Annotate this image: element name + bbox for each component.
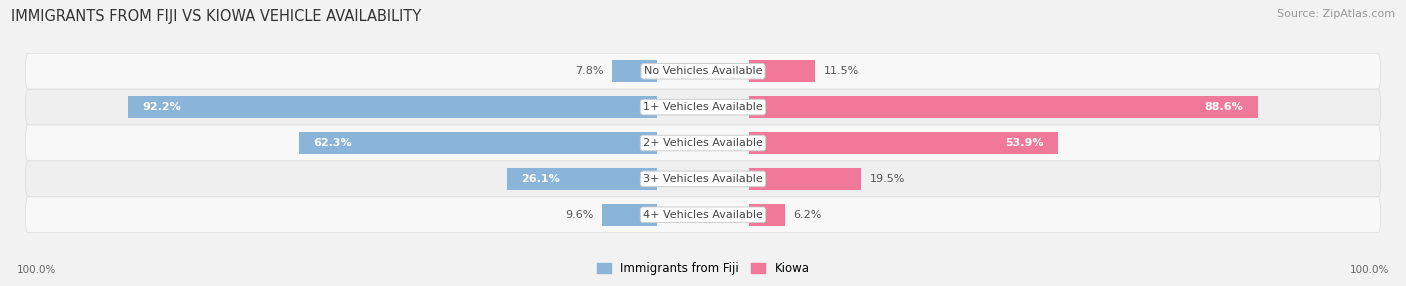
FancyBboxPatch shape [25, 197, 1381, 233]
Text: 88.6%: 88.6% [1205, 102, 1243, 112]
Bar [749, 132, 1059, 154]
Text: 9.6%: 9.6% [565, 210, 593, 220]
Text: 53.9%: 53.9% [1005, 138, 1045, 148]
Bar [749, 60, 815, 82]
Text: IMMIGRANTS FROM FIJI VS KIOWA VEHICLE AVAILABILITY: IMMIGRANTS FROM FIJI VS KIOWA VEHICLE AV… [11, 9, 422, 23]
Text: 62.3%: 62.3% [314, 138, 353, 148]
Bar [749, 96, 1257, 118]
Bar [612, 60, 657, 82]
Text: 4+ Vehicles Available: 4+ Vehicles Available [643, 210, 763, 220]
Text: 1+ Vehicles Available: 1+ Vehicles Available [643, 102, 763, 112]
Legend: Immigrants from Fiji, Kiowa: Immigrants from Fiji, Kiowa [592, 258, 814, 280]
Text: 26.1%: 26.1% [522, 174, 561, 184]
Text: 92.2%: 92.2% [142, 102, 181, 112]
FancyBboxPatch shape [25, 53, 1381, 89]
Bar [128, 96, 657, 118]
Bar [299, 132, 657, 154]
Text: 6.2%: 6.2% [793, 210, 821, 220]
Text: Source: ZipAtlas.com: Source: ZipAtlas.com [1277, 9, 1395, 19]
FancyBboxPatch shape [25, 125, 1381, 161]
Text: 2+ Vehicles Available: 2+ Vehicles Available [643, 138, 763, 148]
Text: 3+ Vehicles Available: 3+ Vehicles Available [643, 174, 763, 184]
Bar [602, 204, 657, 226]
Text: 7.8%: 7.8% [575, 66, 603, 76]
Text: 11.5%: 11.5% [824, 66, 859, 76]
FancyBboxPatch shape [25, 161, 1381, 197]
Text: No Vehicles Available: No Vehicles Available [644, 66, 762, 76]
Bar [749, 168, 860, 190]
Text: 100.0%: 100.0% [1350, 265, 1389, 275]
Text: 19.5%: 19.5% [869, 174, 905, 184]
Bar [749, 204, 785, 226]
Text: 100.0%: 100.0% [17, 265, 56, 275]
FancyBboxPatch shape [25, 89, 1381, 125]
Bar [508, 168, 657, 190]
